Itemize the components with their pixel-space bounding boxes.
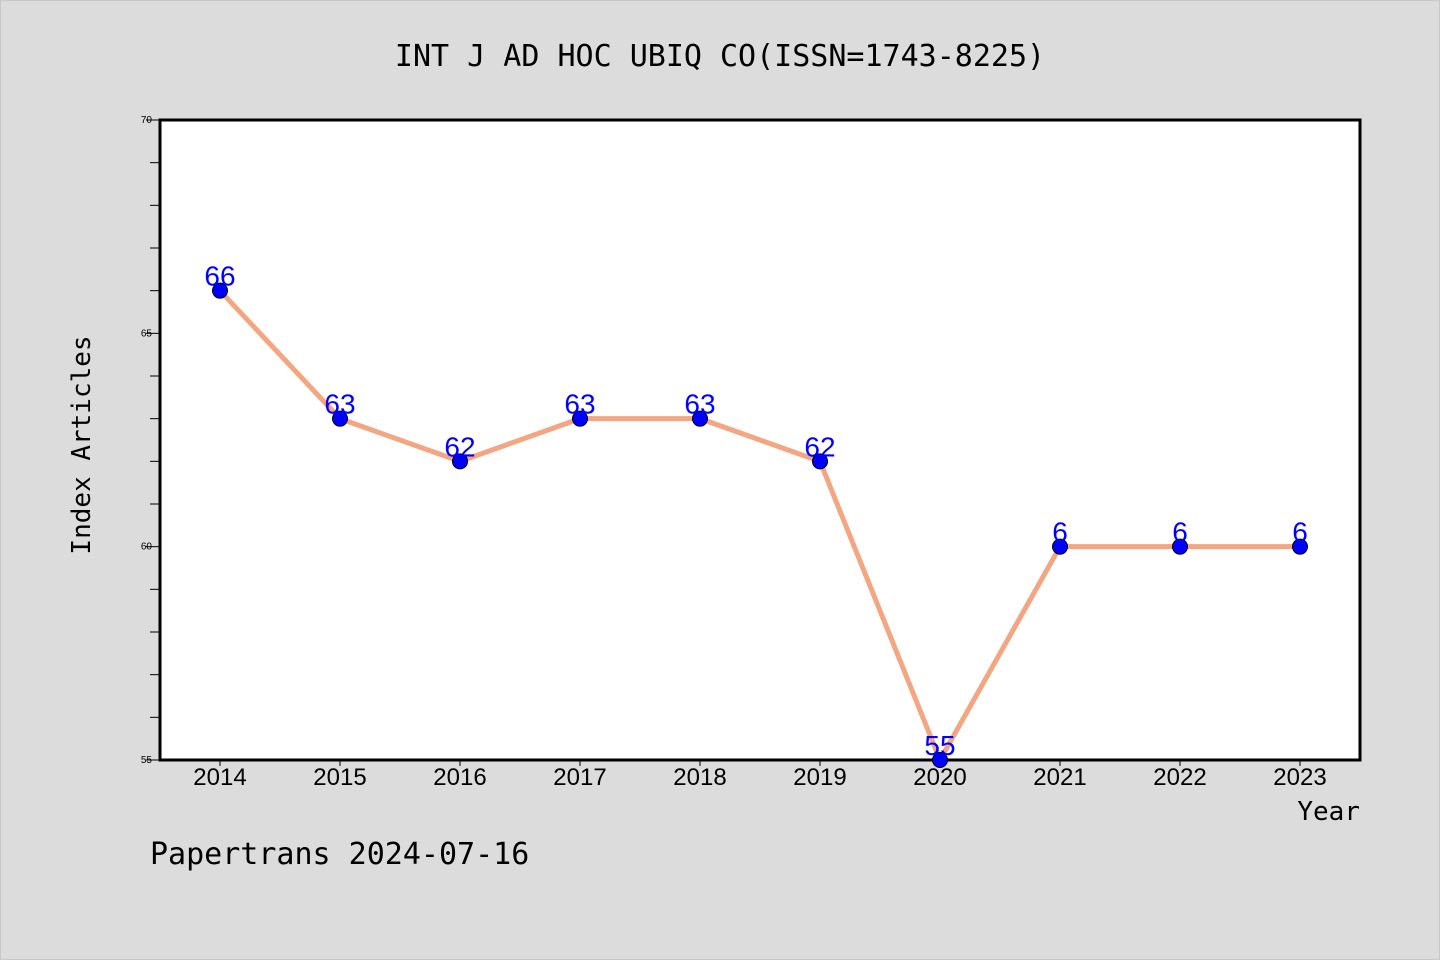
footer-credit: Papertrans 2024-07-16	[150, 837, 529, 872]
data-label: 55	[924, 730, 955, 761]
y-tick-label: 55	[141, 755, 153, 766]
data-point	[692, 410, 708, 427]
y-axis: 55 60 65 70	[141, 115, 160, 766]
y-tick-label: 60	[141, 542, 153, 553]
x-tick-label: 2019	[793, 764, 846, 791]
data-label: 6	[1292, 517, 1308, 548]
data-point	[1052, 538, 1068, 555]
data-point	[572, 410, 588, 427]
data-label: 62	[444, 431, 475, 462]
data-point	[1172, 538, 1188, 555]
x-axis: 2014 2015 2016 2017 2018 2019 2020 2021 2022 2023	[193, 760, 1327, 791]
data-label: 63	[684, 389, 715, 420]
data-point	[452, 453, 468, 470]
y-tick-label: 65	[141, 328, 153, 339]
x-tick-label: 2020	[913, 764, 966, 791]
x-tick-label: 2023	[1273, 764, 1326, 791]
y-axis-label: Index Articles	[67, 335, 97, 554]
data-label: 63	[564, 389, 595, 420]
data-label: 6	[1172, 517, 1188, 548]
data-point	[812, 453, 828, 470]
data-point	[1292, 538, 1308, 555]
x-tick-label: 2021	[1033, 764, 1086, 791]
x-tick-label: 2016	[433, 764, 486, 791]
data-label: 66	[204, 261, 235, 292]
x-tick-label: 2022	[1153, 764, 1206, 791]
x-tick-label: 2017	[553, 764, 606, 791]
data-point	[212, 282, 228, 299]
chart-title: INT J AD HOC UBIQ CO(ISSN=1743-8225)	[395, 39, 1045, 74]
data-point	[332, 410, 348, 427]
data-label: 62	[804, 431, 835, 462]
series-line	[218, 288, 1300, 763]
x-tick-label: 2015	[313, 764, 366, 791]
x-tick-label: 2018	[673, 764, 726, 791]
y-tick-label: 70	[141, 115, 153, 126]
data-label: 6	[1052, 517, 1068, 548]
data-point	[932, 752, 948, 768]
data-label: 63	[324, 389, 355, 420]
x-tick-label: 2014	[193, 764, 246, 791]
x-axis-label: Year	[1297, 797, 1360, 827]
